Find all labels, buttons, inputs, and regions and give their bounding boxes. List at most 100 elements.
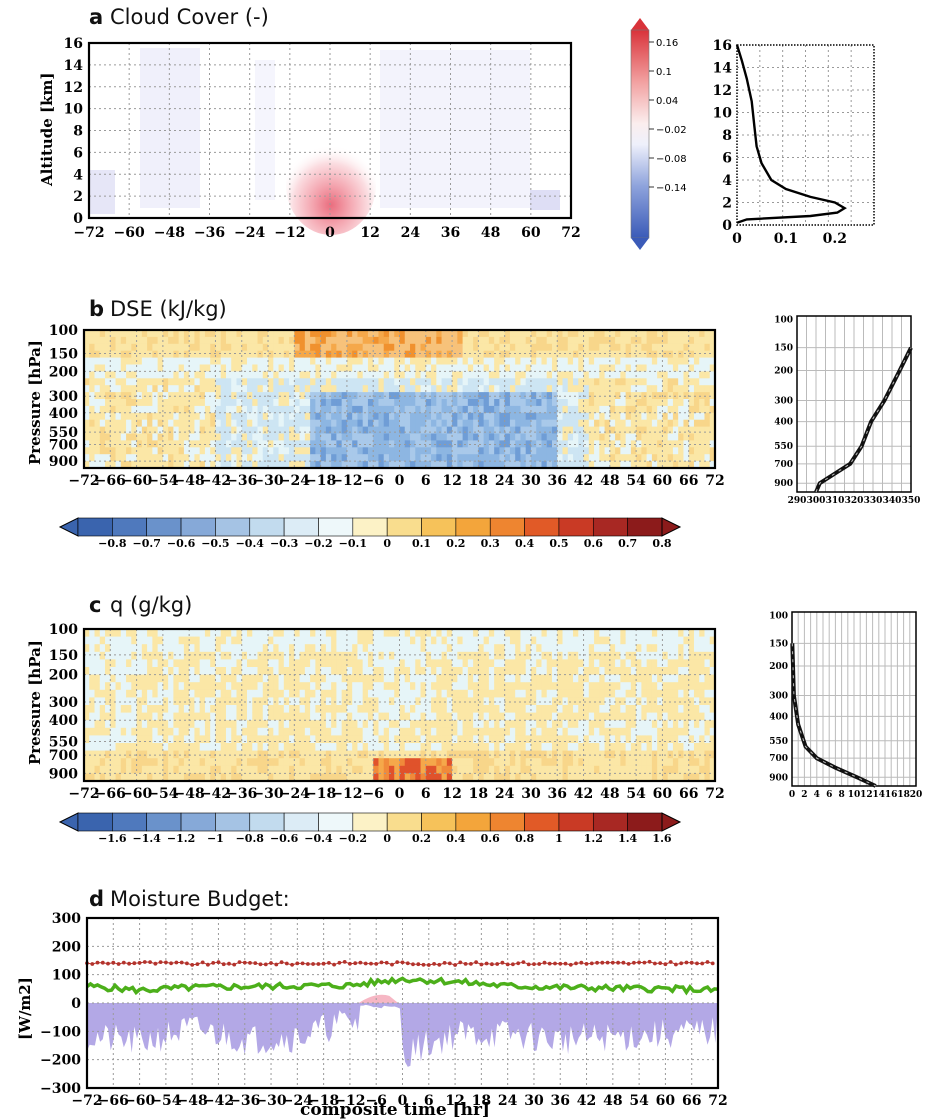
y-tick-label: 300 <box>49 695 78 711</box>
y-tick-label: 400 <box>49 713 78 729</box>
x-tick-label: 10 <box>848 790 861 800</box>
x-tick-label: −30 <box>252 786 283 802</box>
colorbar-label: 0.7 <box>618 537 637 550</box>
panel-c-grid <box>84 629 715 781</box>
panel-a-frame <box>87 41 573 220</box>
x-tick-label: 0 <box>398 1093 408 1109</box>
panel-b-grid <box>84 330 715 468</box>
y-tick-label: 2 <box>722 196 732 212</box>
red-series-line <box>86 961 713 966</box>
x-tick-label: −6 <box>362 473 383 489</box>
colorbar-label: −1.2 <box>167 832 195 845</box>
x-tick-label: 30 <box>521 473 541 489</box>
y-tick-label: 16 <box>713 38 732 54</box>
x-tick-label: 36 <box>548 473 567 489</box>
y-tick-label: 100 <box>774 316 793 326</box>
x-tick-label: −54 <box>147 786 178 802</box>
y-tick-label: 10 <box>64 102 84 118</box>
x-tick-label: −36 <box>226 786 257 802</box>
panel-c-frame <box>82 627 717 783</box>
colorbar-label: 0.6 <box>481 832 500 845</box>
panel-b-letter: b <box>89 297 104 321</box>
colorbar-label: 1.2 <box>584 832 603 845</box>
y-tick-label: 900 <box>774 479 793 489</box>
x-tick-label: −6 <box>362 786 383 802</box>
y-tick-label: 900 <box>49 766 78 782</box>
x-tick-label: 24 <box>401 225 421 241</box>
x-tick-label: −36 <box>226 473 257 489</box>
colorbar-label: 0.5 <box>549 537 568 550</box>
x-tick-label: 12 <box>445 1093 464 1109</box>
y-tick-label: 400 <box>49 406 78 422</box>
panel-a-colorbar: 0.16 0.1 0.04 −0.02 −0.08 −0.14 <box>630 18 687 250</box>
panel-d-letter: d <box>89 887 104 911</box>
panel-c-colorbar: −1.6 −1.4 −1.2 −1 −0.8 −0.6 −0.4 −0.2 0 0.2 0.4 0.6… <box>58 812 682 845</box>
x-tick-label: 12 <box>860 790 873 800</box>
x-tick-label: 6 <box>421 786 431 802</box>
y-tick-label: 14 <box>64 58 84 74</box>
colorbar-label: 1.6 <box>652 832 671 845</box>
x-tick-label: −24 <box>282 1093 313 1109</box>
x-tick-label: −36 <box>229 1093 260 1109</box>
y-tick-label: 300 <box>52 911 81 927</box>
panel-c-letter: c <box>89 593 101 617</box>
x-tick-label: 330 <box>864 496 883 506</box>
x-tick-label: 30 <box>524 1093 544 1109</box>
colorbar-label: 1.4 <box>618 832 637 845</box>
y-tick-label: 200 <box>52 939 81 955</box>
y-tick-label: 100 <box>49 622 78 638</box>
x-tick-label: 60 <box>653 786 673 802</box>
x-tick-label: 12 <box>360 225 379 241</box>
panel-d-frame <box>85 916 720 1090</box>
y-tick-label: 700 <box>769 754 788 764</box>
x-tick-label: −12 <box>331 786 362 802</box>
y-tick-label: 700 <box>774 460 793 470</box>
x-tick-label: −18 <box>305 786 336 802</box>
y-tick-label: 12 <box>64 80 83 96</box>
y-tick-label: 8 <box>722 128 732 144</box>
x-tick-label: 24 <box>495 786 515 802</box>
y-tick-label: 300 <box>49 389 78 405</box>
x-tick-label: 54 <box>626 473 646 489</box>
panel-c-profile: 0 2 4 6 8 10 12 14 16 18 20 100 150 200 300 400 550 700 90… <box>769 611 922 800</box>
panel-c-ylabel: Pressure [hPa] <box>26 640 44 765</box>
colorbar-label: −0.5 <box>201 537 229 550</box>
x-tick-label: 42 <box>574 786 593 802</box>
panel-a-grid <box>89 43 571 218</box>
colorbar-label: −0.2 <box>339 832 367 845</box>
x-tick-label: 18 <box>469 786 488 802</box>
x-tick-label: −24 <box>279 786 310 802</box>
panel-c-ticks: −72−66−60−54−48−42−36−30−24−18−12 −6 0 6 12 1… <box>49 622 725 802</box>
x-tick-label: 54 <box>629 1093 649 1109</box>
y-tick-label: 4 <box>73 167 83 183</box>
x-tick-label: 290 <box>788 496 807 506</box>
x-tick-label: −42 <box>200 473 231 489</box>
colorbar-label: −0.6 <box>270 832 299 845</box>
panel-a-ticks: −72 −60 −48 −36 −24 −12 0 12 24 36 48 60 72024681012… <box>64 36 581 241</box>
colorbar-label: 0.04 <box>656 96 678 107</box>
x-tick-label: 0.2 <box>823 231 847 247</box>
x-tick-label: 72 <box>561 225 580 241</box>
x-tick-label: −48 <box>174 786 205 802</box>
y-tick-label: 700 <box>49 748 78 764</box>
x-tick-label: −66 <box>95 473 126 489</box>
x-tick-label: 18 <box>472 1093 491 1109</box>
x-tick-label: −6 <box>365 1093 386 1109</box>
x-tick-label: 66 <box>679 786 698 802</box>
colorbar-label: −0.08 <box>656 154 687 165</box>
x-tick-label: −60 <box>121 786 152 802</box>
panel-a-profile: 0 2 4 6 8 10 12 14 16 0 0.1 0.2 <box>713 38 875 247</box>
x-tick-label: 0 <box>732 231 742 247</box>
x-tick-label: −72 <box>68 473 99 489</box>
x-tick-label: 36 <box>551 1093 570 1109</box>
x-tick-label: 42 <box>574 473 593 489</box>
panel-a-ylabel: Altitude [km] <box>38 72 56 187</box>
y-tick-label: 900 <box>769 773 788 783</box>
colorbar-label: −1.4 <box>133 832 162 845</box>
x-tick-label: 36 <box>441 225 460 241</box>
panel-b-ylabel: Pressure [hPa] <box>26 340 44 465</box>
x-tick-label: 18 <box>469 473 488 489</box>
x-tick-label: 0.1 <box>774 231 798 247</box>
y-tick-label: 14 <box>713 61 733 77</box>
x-tick-label: −36 <box>194 225 225 241</box>
